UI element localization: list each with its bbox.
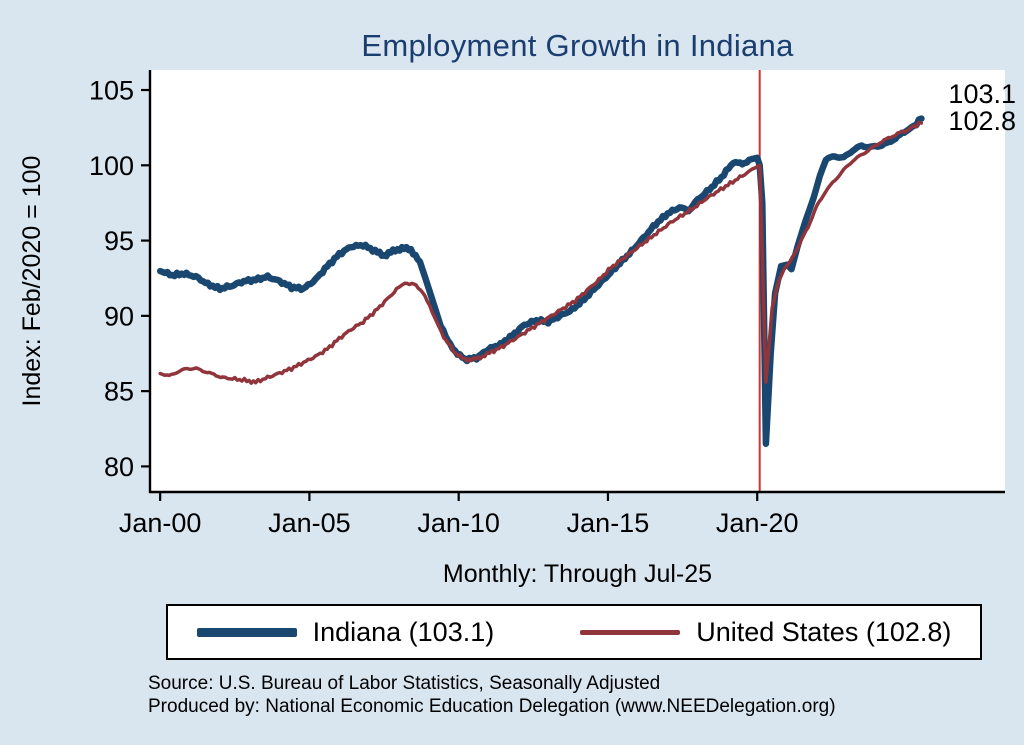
x-tick-label: Jan-20	[716, 508, 799, 538]
y-tick-label: 85	[104, 377, 134, 407]
source-note: Source: U.S. Bureau of Labor Statistics,…	[148, 673, 661, 694]
x-tick-label: Jan-15	[567, 508, 650, 538]
y-tick-label: 95	[104, 226, 134, 256]
plot-area	[150, 70, 1005, 492]
producer-note: Produced by: National Economic Education…	[148, 696, 836, 717]
chart-title: Employment Growth in Indiana	[361, 28, 794, 63]
y-axis-title: Index: Feb/2020 = 100	[18, 156, 46, 407]
y-tick-label: 90	[104, 301, 134, 331]
chart-subtitle: Monthly: Through Jul-25	[442, 560, 713, 588]
y-tick-label: 80	[104, 452, 134, 482]
legend: Indiana (103.1) United States (102.8)	[166, 604, 982, 660]
indiana-line-swatch	[196, 627, 297, 637]
united-states-line-swatch	[580, 629, 681, 635]
legend-label-united-states: United States (102.8)	[696, 616, 952, 647]
end-value-annotation: 102.8	[948, 106, 1016, 136]
legend-label-indiana: Indiana (103.1)	[312, 616, 495, 647]
source-notes: Source: U.S. Bureau of Labor Statistics,…	[148, 672, 1008, 718]
x-tick-label: Jan-05	[268, 508, 351, 538]
end-value-annotation: 103.1	[948, 79, 1016, 109]
y-tick-label: 105	[89, 75, 134, 105]
axis-lines	[148, 70, 1005, 494]
legend-item-indiana: Indiana (103.1)	[196, 616, 495, 648]
x-tick-label: Jan-00	[119, 508, 202, 538]
employment-line-chart: 80 85 90 95 100 105 Jan-00 Jan-05 Jan-10 Jan-15 Ja…	[18, 70, 1016, 538]
series-line-united-states	[158, 120, 924, 385]
legend-item-united-states: United States (102.8)	[580, 617, 951, 648]
y-tick-label: 100	[89, 151, 134, 181]
x-tick-label: Jan-10	[417, 508, 500, 538]
